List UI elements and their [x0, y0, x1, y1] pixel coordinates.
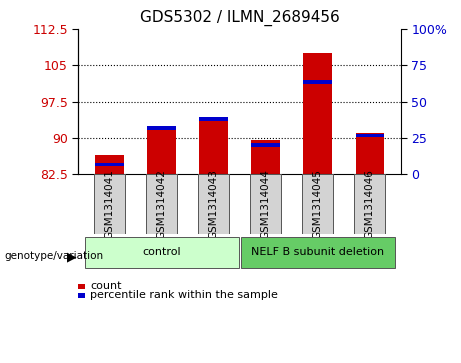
Text: GSM1314046: GSM1314046 [365, 169, 375, 239]
Bar [302, 174, 333, 234]
Text: NELF B subunit deletion: NELF B subunit deletion [251, 247, 384, 257]
Text: GSM1314041: GSM1314041 [105, 169, 115, 239]
Bar [355, 134, 384, 138]
Bar [94, 174, 125, 234]
Bar [303, 80, 332, 84]
Text: control: control [142, 247, 181, 257]
Bar [355, 174, 385, 234]
Bar [241, 237, 395, 268]
Bar [198, 174, 229, 234]
Bar [355, 133, 384, 174]
Bar [95, 155, 124, 174]
Text: genotype/variation: genotype/variation [5, 251, 104, 261]
Text: GSM1314045: GSM1314045 [313, 169, 323, 239]
Bar [148, 126, 176, 130]
Bar [200, 117, 228, 121]
Bar [148, 126, 176, 174]
Text: percentile rank within the sample: percentile rank within the sample [90, 290, 278, 300]
Bar [85, 237, 239, 268]
Bar [251, 140, 280, 174]
Text: ▶: ▶ [67, 250, 76, 264]
Bar [250, 174, 281, 234]
Text: GSM1314044: GSM1314044 [261, 169, 271, 239]
Title: GDS5302 / ILMN_2689456: GDS5302 / ILMN_2689456 [140, 10, 340, 26]
Bar [95, 163, 124, 167]
Text: count: count [90, 281, 122, 291]
Text: GSM1314043: GSM1314043 [209, 169, 219, 239]
Bar [303, 53, 332, 174]
Bar [251, 143, 280, 147]
Bar [200, 121, 228, 174]
Bar [146, 174, 177, 234]
Text: GSM1314042: GSM1314042 [157, 169, 166, 239]
